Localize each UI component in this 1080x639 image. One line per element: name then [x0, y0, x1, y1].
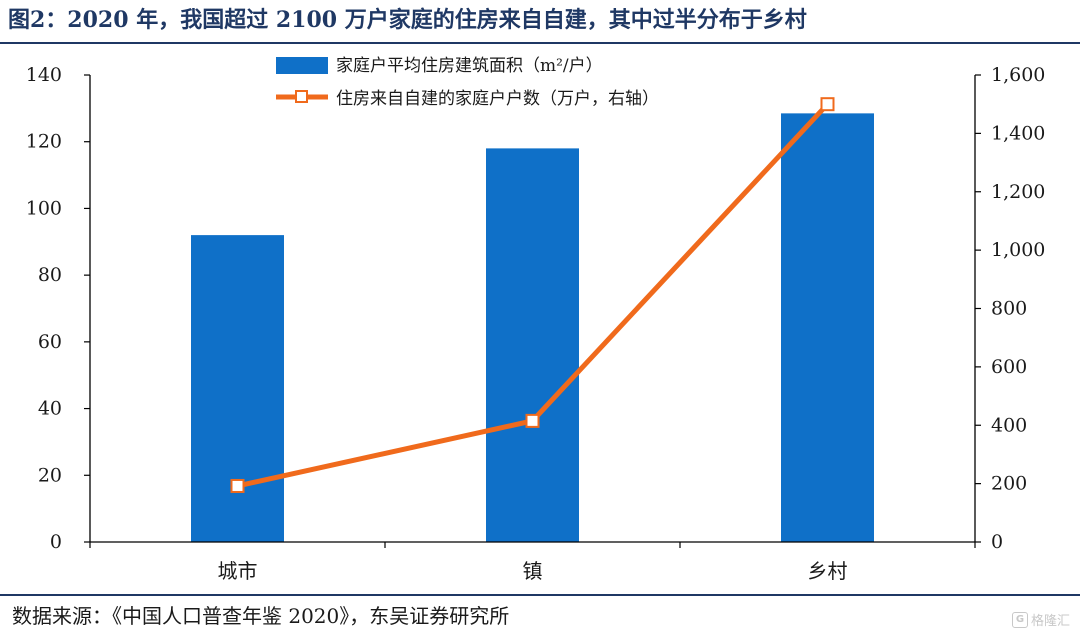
- legend-bar-swatch: [276, 57, 328, 74]
- left-tick-label: 80: [38, 264, 62, 286]
- right-tick-label: 1,600: [991, 64, 1045, 86]
- line-point: [230, 478, 245, 493]
- chart-title: 图2：2020 年，我国超过 2100 万户家庭的住房来自自建，其中过半分布于乡…: [8, 7, 807, 33]
- right-tick-label: 1,400: [991, 122, 1045, 144]
- right-tick-label: 0: [991, 531, 1003, 553]
- x-tick-label: 镇: [523, 559, 543, 583]
- legend: 家庭户平均住房建筑面积（m²/户） 住房来自自建的家庭户户数（万户，右轴）: [276, 56, 659, 109]
- right-tick-label: 1,200: [991, 181, 1045, 203]
- watermark-text: 格隆汇: [1030, 614, 1070, 629]
- right-axis-ticks: 0 200 400 600 800 1,000 1,200 1,400 1,600: [975, 64, 1045, 553]
- right-tick-label: 400: [991, 414, 1027, 436]
- source-divider: [0, 594, 1080, 596]
- line-point: [820, 97, 835, 112]
- line-series: [230, 97, 835, 493]
- bar: [781, 113, 874, 542]
- bar-series: [191, 113, 874, 542]
- x-tick-label: 乡村: [808, 559, 848, 583]
- line-point: [525, 413, 540, 428]
- left-tick-label: 100: [26, 197, 62, 219]
- left-tick-label: 20: [38, 464, 62, 486]
- legend-line-label: 住房来自自建的家庭户户数（万户，右轴）: [336, 89, 659, 109]
- watermark-logo: G: [1011, 611, 1028, 628]
- left-tick-label: 0: [50, 531, 62, 553]
- watermark: G 格隆汇: [1011, 610, 1070, 629]
- bar: [486, 148, 579, 542]
- right-tick-label: 800: [991, 298, 1027, 320]
- left-axis-ticks: 0 20 40 60 80 100 120 140: [26, 64, 90, 553]
- left-tick-label: 140: [26, 64, 62, 86]
- title-divider: [0, 42, 1080, 44]
- legend-bar-label: 家庭户平均住房建筑面积（m²/户）: [336, 56, 603, 76]
- combo-chart: 0 20 40 60 80 100 120 140 0 200 400 600 800 1,000 1,2…: [26, 56, 1046, 583]
- x-axis-labels: 城市 镇 乡村: [89, 542, 976, 583]
- right-tick-label: 600: [991, 356, 1027, 378]
- source-note: 数据来源：《中国人口普查年鉴 2020》，东吴证券研究所: [12, 604, 510, 628]
- left-tick-label: 40: [38, 398, 62, 420]
- left-tick-label: 120: [26, 131, 62, 153]
- legend-line-marker: [295, 90, 308, 103]
- bar: [191, 235, 284, 542]
- right-tick-label: 1,000: [991, 239, 1045, 261]
- left-tick-label: 60: [38, 331, 62, 353]
- axes: [89, 75, 976, 543]
- x-tick-label: 城市: [218, 559, 258, 583]
- right-tick-label: 200: [991, 473, 1027, 495]
